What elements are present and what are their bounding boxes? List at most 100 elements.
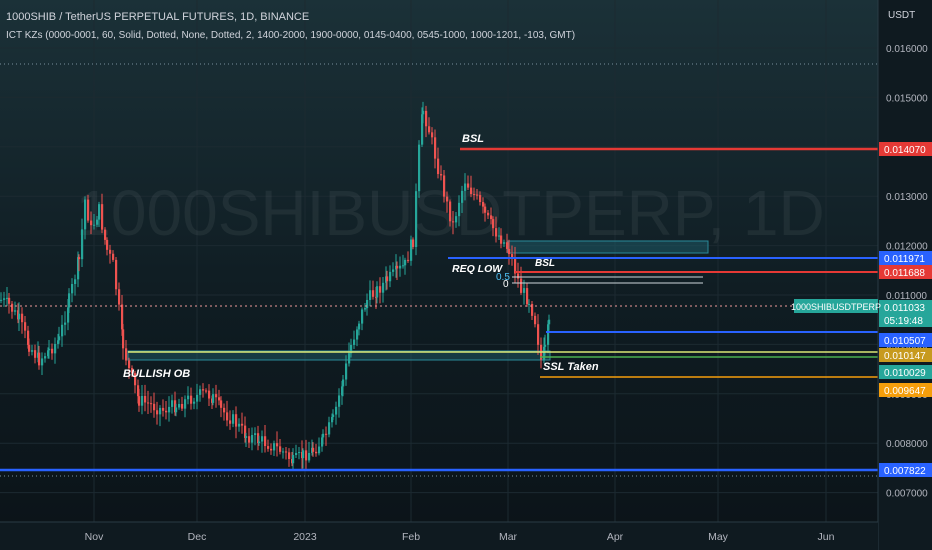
candle-body xyxy=(543,346,546,360)
candle-body xyxy=(461,190,464,203)
price-label: 05:19:48 xyxy=(884,316,923,327)
candle-body xyxy=(332,414,335,418)
candle-body xyxy=(295,452,298,456)
candle-body xyxy=(548,319,551,325)
time-tick-label: Mar xyxy=(499,531,518,543)
candle-body xyxy=(288,452,291,459)
candle-body xyxy=(455,216,458,223)
candle-body xyxy=(490,215,493,220)
time-axis-ticks: Nov Dec 2023 Feb Mar Apr May Jun xyxy=(85,531,835,543)
candle-body xyxy=(503,242,506,244)
candle-body xyxy=(322,433,325,438)
time-axis-panel[interactable] xyxy=(0,522,878,550)
price-label-bg xyxy=(879,142,932,156)
candle-body xyxy=(285,451,288,453)
candle-body xyxy=(321,437,324,447)
candle-body xyxy=(81,229,84,260)
candle-body xyxy=(232,414,235,424)
candle-body xyxy=(235,414,238,427)
candle-body xyxy=(318,446,321,454)
price-label: 0.014070 xyxy=(884,145,926,156)
candle-body xyxy=(78,257,81,260)
candle-body xyxy=(84,199,87,230)
price-axis-labels: 0.014070 0.011971 0.011688 0.011033 05:19:48… xyxy=(879,142,932,477)
price-label-bg xyxy=(879,251,932,265)
candle-body xyxy=(3,298,6,300)
bsl-label-upper: BSL xyxy=(462,133,484,145)
price-label: 0.011033 xyxy=(884,303,925,314)
chart-title[interactable]: 1000SHIB / TetherUS PERPETUAL FUTURES, 1… xyxy=(6,11,309,23)
candle-body xyxy=(101,204,104,230)
candle-body xyxy=(412,239,415,247)
candle-body xyxy=(506,242,509,249)
candle-body xyxy=(196,394,199,402)
candle-body xyxy=(361,309,364,324)
price-tick-label: 0.011000 xyxy=(886,291,927,302)
bullish-ob-label: BULLISH OB xyxy=(123,368,190,380)
fvg-zone-upper xyxy=(507,240,709,254)
candle-body xyxy=(112,253,115,260)
candle-body xyxy=(356,329,359,340)
candle-body xyxy=(258,441,261,444)
candle-body xyxy=(199,389,202,395)
price-tick-label: 0.007000 xyxy=(886,489,928,500)
candle-body xyxy=(14,310,17,312)
candle-body xyxy=(443,175,446,197)
candle-body xyxy=(71,284,74,294)
candle-body xyxy=(298,452,301,454)
candle-body xyxy=(358,323,361,330)
candle-body xyxy=(531,304,534,316)
candle-body xyxy=(537,324,540,345)
candle-body xyxy=(517,273,520,279)
candle-body xyxy=(279,446,282,452)
candle-body xyxy=(341,386,344,396)
candle-body xyxy=(484,206,487,213)
bullish-ob-zone xyxy=(127,350,551,361)
candle-body xyxy=(261,436,264,442)
candle-body xyxy=(11,303,14,312)
candle-body xyxy=(47,350,50,357)
candle-body xyxy=(106,239,109,250)
price-label-bg xyxy=(879,313,932,327)
candle-body xyxy=(251,435,254,443)
candle-body xyxy=(345,363,348,380)
bsl-label-lower: BSL xyxy=(535,258,555,269)
candle-body xyxy=(328,422,331,435)
candle-body xyxy=(54,343,57,354)
price-label: 0.010507 xyxy=(884,336,926,347)
candle-body xyxy=(96,219,99,225)
candles xyxy=(0,101,551,470)
symbol-tag: 1000SHIBUSDTPERP xyxy=(791,302,881,312)
candle-body xyxy=(476,194,479,196)
candle-body xyxy=(208,390,211,399)
candle-body xyxy=(187,395,190,400)
candle-body xyxy=(0,299,3,301)
candle-body xyxy=(245,436,248,438)
price-label: 0.010029 xyxy=(884,368,926,379)
candle-body xyxy=(458,202,461,217)
candle-body xyxy=(402,265,405,267)
candle-body xyxy=(342,379,345,387)
candle-body xyxy=(74,279,77,285)
indicator-legend[interactable]: ICT KZs (0000-0001, 60, Solid, Dotted, N… xyxy=(6,30,575,41)
candle-body xyxy=(118,289,121,305)
candle-body xyxy=(467,183,470,188)
price-label: 0.010147 xyxy=(884,351,926,362)
candle-body xyxy=(392,269,395,272)
candle-body xyxy=(449,201,452,222)
candle-body xyxy=(415,191,418,247)
candle-body xyxy=(492,219,495,229)
candle-body xyxy=(162,407,165,411)
price-label: 0.011971 xyxy=(884,254,925,265)
candle-body xyxy=(153,403,156,411)
candle-body xyxy=(389,271,392,282)
candle-body xyxy=(366,299,369,309)
candle-body xyxy=(440,174,443,176)
candle-body xyxy=(34,350,37,358)
candle-body xyxy=(410,239,413,261)
candle-body xyxy=(348,353,351,364)
candle-body xyxy=(379,286,382,293)
candle-body xyxy=(396,265,399,269)
candle-body xyxy=(77,257,80,280)
